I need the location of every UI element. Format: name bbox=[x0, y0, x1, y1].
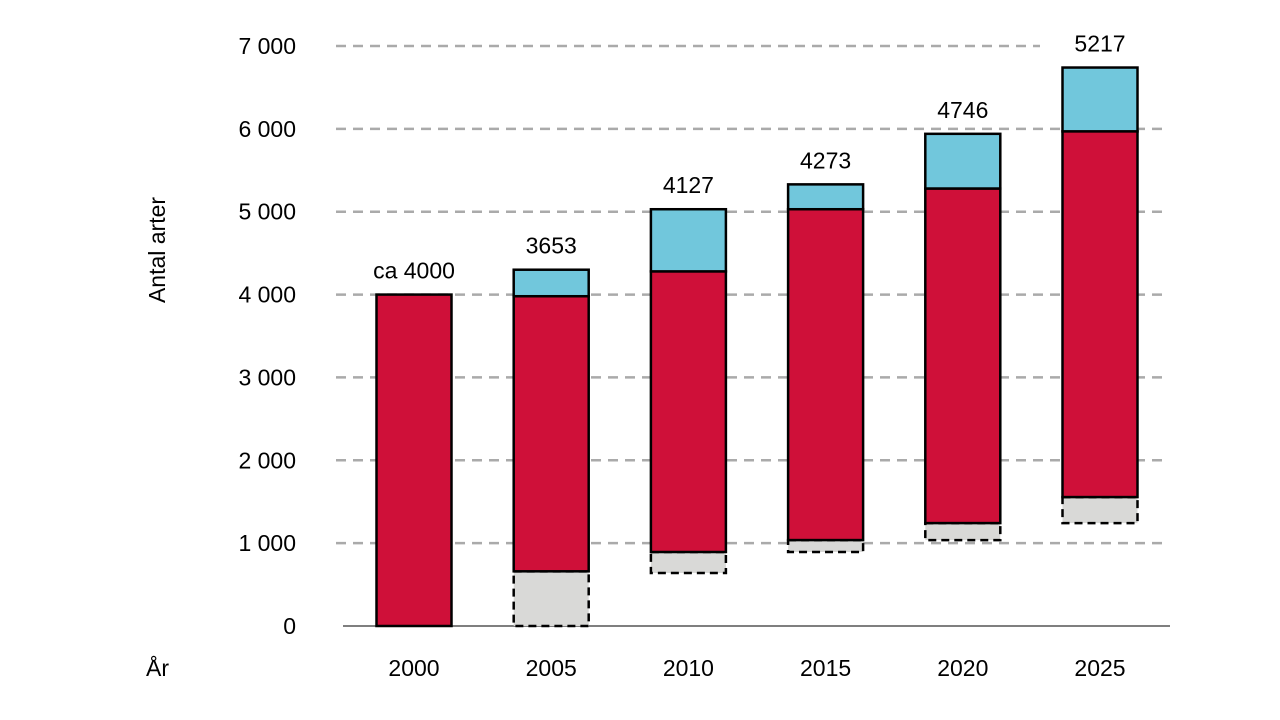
y-tick-label: 5 000 bbox=[238, 199, 296, 225]
data-label-2010: 4127 bbox=[663, 172, 714, 198]
bar-segment-2010-2 bbox=[649, 207, 728, 273]
data-labels: ca 4000 3653 4127 4273 4746 5217 bbox=[373, 31, 1126, 284]
y-tick-label: 4 000 bbox=[238, 282, 296, 308]
data-label-2005: 3653 bbox=[526, 233, 577, 259]
gridlines bbox=[336, 44, 1168, 545]
bar-segment-2005-1 bbox=[512, 294, 590, 573]
bars bbox=[375, 66, 1139, 628]
bar-segment-2005-2 bbox=[512, 268, 590, 298]
bar-segment-2000-1 bbox=[375, 293, 453, 628]
data-label-2000: ca 4000 bbox=[373, 258, 455, 284]
bar-segment-2020-0 bbox=[924, 521, 1002, 542]
bar-segment-2025-2 bbox=[1061, 66, 1139, 133]
y-tick-label: 1 000 bbox=[238, 530, 296, 556]
data-label-2015: 4273 bbox=[800, 147, 851, 173]
x-tick-label: 2015 bbox=[800, 655, 851, 681]
y-axis-ticks: 0 1 000 2 000 3 000 4 000 5 000 6 000 7 000 bbox=[238, 33, 296, 639]
y-tick-label: 2 000 bbox=[238, 447, 296, 473]
bar-segment-2015-2 bbox=[786, 183, 865, 211]
x-tick-label: 2000 bbox=[388, 655, 439, 681]
x-axis-ticks: 2000 2005 2010 2015 2020 2025 bbox=[388, 655, 1125, 681]
x-axis-label: År bbox=[146, 654, 169, 681]
bar-segment-2020-2 bbox=[924, 132, 1002, 190]
bar-segment-2025-1 bbox=[1061, 130, 1139, 499]
x-tick-label: 2005 bbox=[526, 655, 577, 681]
data-label-2020: 4746 bbox=[937, 97, 988, 123]
bar-segment-2010-1 bbox=[649, 270, 728, 554]
y-axis-label: Antal arter bbox=[144, 197, 170, 303]
bar-segment-2010-0 bbox=[649, 550, 728, 575]
y-tick-label: 3 000 bbox=[238, 364, 296, 390]
y-tick-label: 6 000 bbox=[238, 116, 296, 142]
x-tick-label: 2020 bbox=[937, 655, 988, 681]
y-tick-label: 0 bbox=[283, 613, 296, 639]
x-tick-label: 2025 bbox=[1074, 655, 1125, 681]
bar-segment-2015-1 bbox=[786, 207, 865, 542]
bar-segment-2020-1 bbox=[924, 187, 1002, 525]
y-tick-label: 7 000 bbox=[238, 33, 296, 59]
bar-segment-2025-0 bbox=[1061, 495, 1139, 525]
x-tick-label: 2010 bbox=[663, 655, 714, 681]
bar-segment-2015-0 bbox=[786, 538, 865, 554]
bar-segment-2005-0 bbox=[512, 570, 590, 628]
data-label-2025: 5217 bbox=[1074, 31, 1125, 57]
